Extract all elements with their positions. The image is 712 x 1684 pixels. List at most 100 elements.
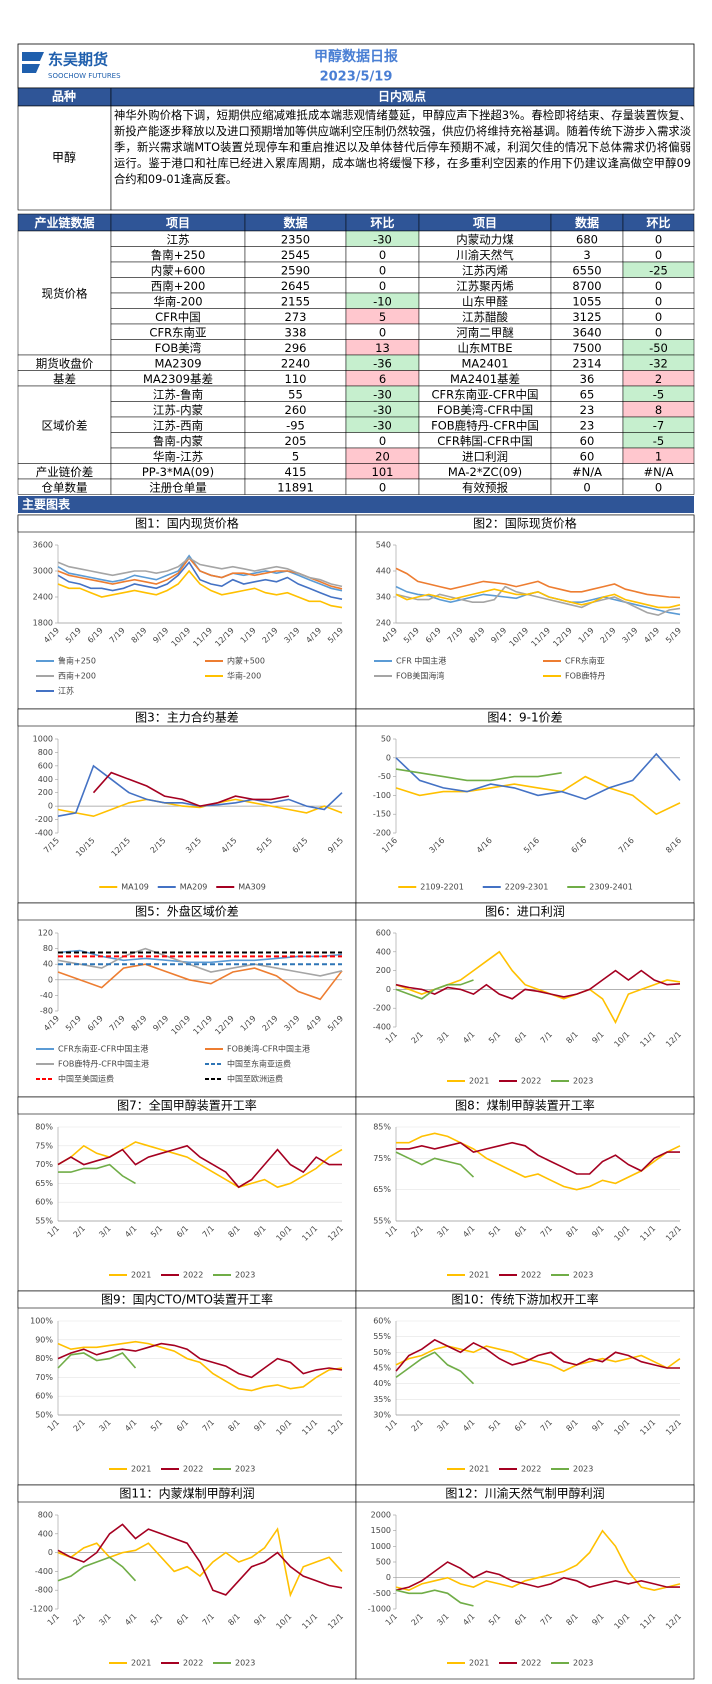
table-cell-text: 0 [655,294,662,308]
series-line [57,569,343,609]
table-cell-text: 65 [580,387,595,401]
table-cell-text: MA2309 [154,356,201,370]
series-line [395,1338,680,1372]
table-cell-text: 110 [285,372,307,386]
series-line [57,1144,342,1189]
y-tick-label: -80 [40,1007,53,1016]
table-cell-text: 0 [655,279,662,293]
legend-label: 2022 [521,1465,541,1474]
table-cell-text: 36 [580,372,595,386]
chart-title: 图10：传统下游加权开工率 [451,1292,598,1307]
series-line [395,585,681,617]
logo-mark [22,52,44,73]
table-cell-text: 山东MTBE [457,341,512,355]
view-text: 神华外购价格下调，短期供应缩减难抵成本端悲观情绪蔓延，甲醇应声下挫超3%。春检即… [114,109,691,186]
y-tick-label: 65% [373,1185,391,1194]
y-tick-label: 1800 [33,619,53,628]
header-box [17,43,695,89]
y-tick-label: 90% [35,1335,53,1344]
table-cell-text: 260 [285,403,307,417]
legend-label: 鲁南+250 [58,656,96,666]
table-cell-text: 273 [285,310,307,324]
table-cell-text: FOB美湾-CFR中国 [437,403,533,417]
chart-panel [17,1484,357,1680]
legend-label: MA209 [180,883,208,892]
chart-panel [355,708,695,904]
y-tick-label: 800 [38,1511,53,1520]
chart-title: 图4：9-1价差 [487,711,562,725]
group-label: 区域价差 [42,418,88,432]
y-tick-label: 40% [373,1379,391,1388]
table-cell-text: -32 [649,356,668,370]
series-line [57,1527,343,1598]
y-tick-label: 3600 [33,541,53,550]
table-cell-text: -5 [653,387,664,401]
legend-label: 2023 [235,1465,255,1474]
y-tick-label: -200 [373,829,391,838]
series-line [395,979,474,1000]
table-cell-text: MA-2*ZC(09) [448,465,522,479]
table-cell-text: 0 [655,310,662,324]
y-tick-label: 2000 [371,1511,391,1520]
table-cell-text: 2645 [281,279,310,293]
table-cell-text: 鲁南+250 [151,248,206,262]
series-line [57,1352,137,1369]
table-cell-text: 江苏醋酸 [462,310,508,324]
chart-title-bar [355,1290,695,1309]
table-header: 项目 [166,216,190,230]
table-cell-text: 0 [379,248,386,262]
group-cell [17,230,112,356]
series-line [395,1589,474,1607]
series-line [396,1132,681,1191]
legend-label: 2021 [469,1077,489,1086]
table-cell-text: 296 [285,341,307,355]
table-cell-text: 0 [379,279,386,293]
table-cell-text: 0 [655,232,662,246]
chart-panel [17,514,357,710]
y-tick-label: -200 [35,815,53,824]
series-line [395,969,681,1000]
legend-label: 2022 [183,1659,203,1668]
chart-title: 图9：国内CTO/MTO装置开工率 [101,1292,273,1307]
table-cell-text: -25 [649,263,668,277]
y-tick-label: 75% [35,1141,53,1150]
y-tick-label: 400 [38,1529,53,1538]
chart-panel [17,1096,357,1292]
legend-label: FOB美国海湾 [396,671,444,681]
table-header: 产业链数据 [34,215,94,230]
table-cell-text: -95 [286,418,305,432]
table-cell-text: -50 [649,341,668,355]
table-cell-text: 205 [285,434,307,448]
table-cell-text: #N/A [644,465,674,479]
y-tick-label: -1000 [368,1605,391,1614]
series-line [57,560,343,600]
table-header: 环比 [370,215,394,230]
series-line [92,771,289,807]
y-tick-label: 70% [35,1160,53,1169]
y-tick-label: 0 [386,753,391,762]
y-tick-label: 600 [376,929,391,938]
legend-label: MA109 [121,883,149,892]
y-tick-label: 60% [35,1392,53,1401]
table-cell-text: 0 [379,480,386,494]
table-cell-text: MA2401 [461,356,508,370]
chart-title-bar [355,708,695,727]
table-header: 项目 [473,216,497,230]
y-tick-label: 50% [35,1411,53,1420]
legend-label: 西南+200 [58,671,96,681]
series-line [396,1141,680,1175]
table-cell-text: CFR韩国-CFR中国 [437,434,532,448]
table-cell-text: 2545 [281,248,310,262]
company-name-en: SOOCHOW FUTURES [48,72,121,80]
y-tick-label: 75% [373,1154,391,1163]
table-cell-text: 20 [375,449,390,463]
header-text: 品种 [52,89,76,104]
table-cell-text: 101 [372,465,394,479]
legend-label: 2021 [131,1271,151,1280]
legend-label: 内蒙+500 [227,656,265,666]
table-cell-text: 鲁南-内蒙 [153,434,203,448]
group-label: 期货收盘价 [36,356,94,370]
table-cell-text: 2590 [281,263,310,277]
